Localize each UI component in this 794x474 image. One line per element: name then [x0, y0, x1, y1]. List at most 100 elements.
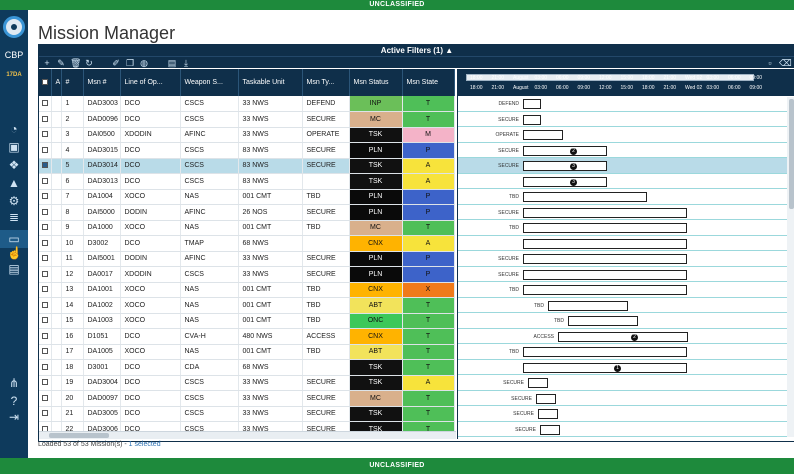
row-checkbox-cell[interactable]: [39, 328, 52, 345]
delete-icon[interactable]: 🗑: [70, 58, 82, 68]
row-checkbox-cell[interactable]: [39, 189, 52, 205]
gantt-row[interactable]: SECURE: [458, 391, 794, 406]
table-row[interactable]: 13 DA1001 XOCO NAS 001 CMT TBD CNX X: [39, 282, 455, 298]
app-logo[interactable]: [3, 16, 25, 38]
copy-icon[interactable]: ❐: [125, 58, 135, 68]
database-icon[interactable]: ≣: [8, 210, 20, 224]
table-row[interactable]: 17 DA1005 XOCO NAS 001 CMT TBD ABT T: [39, 344, 455, 360]
row-checkbox[interactable]: [42, 270, 48, 277]
row-checkbox-cell[interactable]: [39, 313, 52, 329]
row-checkbox-cell[interactable]: [39, 127, 52, 143]
gantt-row[interactable]: 3: [458, 174, 794, 189]
gantt-row[interactable]: TBD: [458, 298, 794, 313]
col-header-msn-type[interactable]: Msn Ty...: [302, 69, 350, 96]
gantt-row[interactable]: SECURE 2: [458, 143, 794, 158]
table-row[interactable]: 20 DAD0097 DCO CSCS 33 NWS SECURE MC T: [39, 390, 455, 407]
gantt-row[interactable]: SECURE: [458, 112, 794, 127]
table-row[interactable]: 1 DAD3003 DCO CSCS 33 NWS DEFEND INP T: [39, 96, 455, 112]
row-checkbox[interactable]: [42, 410, 48, 417]
row-checkbox-cell[interactable]: [39, 220, 52, 236]
col-header-a[interactable]: A: [51, 69, 62, 96]
gantt-bar[interactable]: [523, 207, 687, 218]
active-filters-bar[interactable]: Active Filters (1) ▲: [39, 45, 794, 56]
row-checkbox-cell[interactable]: [39, 359, 52, 376]
gantt-bar[interactable]: [568, 316, 638, 326]
add-icon[interactable]: +: [44, 58, 50, 68]
network-icon[interactable]: ❖: [8, 158, 20, 172]
gantt-row[interactable]: DEFEND: [458, 96, 794, 112]
eraser-icon[interactable]: ⌫: [779, 58, 792, 68]
row-checkbox-cell[interactable]: [39, 375, 52, 391]
row-checkbox-cell[interactable]: [39, 173, 52, 190]
gantt-bar[interactable]: [523, 254, 687, 264]
row-checkbox-cell[interactable]: [39, 421, 52, 431]
gantt-bar[interactable]: [536, 393, 556, 404]
gantt-row[interactable]: TBD: [458, 189, 794, 205]
table-row[interactable]: 6 DAD3013 DCO CSCS 83 NWS TSK A: [39, 173, 455, 190]
edit-box-icon[interactable]: ✐: [112, 58, 120, 68]
scrollbar-thumb[interactable]: [789, 99, 794, 209]
gantt-row[interactable]: SECURE: [458, 422, 794, 437]
table-row[interactable]: 9 DA1000 XOCO NAS 001 CMT TBD MC T: [39, 220, 455, 236]
row-checkbox-cell[interactable]: [39, 235, 52, 252]
row-checkbox[interactable]: [42, 100, 48, 107]
timeline-zoom-slider[interactable]: [466, 74, 754, 81]
scrollbar-thumb[interactable]: [49, 433, 109, 438]
gantt-bar[interactable]: [523, 130, 563, 140]
row-checkbox-cell[interactable]: [39, 344, 52, 360]
gantt-row[interactable]: TBD: [458, 282, 794, 298]
gantt-bar[interactable]: [523, 238, 687, 249]
gantt-bar[interactable]: 1: [523, 362, 687, 373]
table-row[interactable]: 7 DA1004 XOCO NAS 001 CMT TBD PLN P: [39, 189, 455, 205]
horizontal-scrollbar[interactable]: [39, 431, 456, 439]
gantt-bar[interactable]: [528, 378, 548, 388]
pie-chart-icon[interactable]: ◔: [10, 122, 18, 136]
select-all-checkbox[interactable]: [42, 79, 48, 86]
gantt-bar[interactable]: [523, 192, 647, 202]
gantt-row[interactable]: SECURE: [458, 375, 794, 391]
gantt-bar[interactable]: [538, 409, 558, 419]
gantt-bar[interactable]: 3: [523, 176, 607, 187]
gantt-row[interactable]: SECURE 3: [458, 158, 794, 174]
row-checkbox[interactable]: [42, 255, 48, 262]
gantt-bar[interactable]: [523, 269, 687, 280]
row-checkbox-cell[interactable]: [39, 111, 52, 128]
row-checkbox[interactable]: [42, 131, 48, 138]
col-header-msn-state[interactable]: Msn State: [402, 69, 455, 96]
row-checkbox-cell[interactable]: [39, 390, 52, 407]
edit-icon[interactable]: ✎: [57, 58, 65, 68]
gantt-bar[interactable]: [548, 300, 628, 311]
document-icon[interactable]: ▤: [8, 262, 20, 276]
table-row[interactable]: 11 DAI5001 DODIN AFINC 33 NWS SECURE PLN P: [39, 251, 455, 267]
active-filters-label[interactable]: Active Filters (1): [380, 46, 444, 55]
col-header-number[interactable]: #: [61, 69, 84, 96]
table-row[interactable]: 8 DAI5000 DODIN AFINC 26 NOS SECURE PLN P: [39, 204, 455, 221]
gantt-row[interactable]: SECURE: [458, 205, 794, 220]
save-icon[interactable]: ▫: [768, 58, 772, 68]
row-checkbox[interactable]: [42, 363, 48, 370]
table-row[interactable]: 16 D1051 DCO CVA-H 480 NWS ACCESS CNX T: [39, 328, 455, 345]
gantt-row[interactable]: OPERATE: [458, 127, 794, 143]
table-row[interactable]: 21 DAD3005 DCO CSCS 33 NWS SECURE TSK T: [39, 406, 455, 422]
gantt-bar[interactable]: [523, 285, 687, 295]
row-checkbox[interactable]: [42, 425, 48, 431]
row-checkbox-cell[interactable]: [39, 142, 52, 159]
logout-icon[interactable]: ⇥: [8, 410, 20, 424]
org-chart-icon[interactable]: ⋔: [8, 376, 20, 390]
table-row[interactable]: 12 DA0017 XDODIN CSCS 33 NWS SECURE PLN P: [39, 266, 455, 283]
row-checkbox[interactable]: [42, 332, 48, 339]
gantt-row[interactable]: SECURE: [458, 267, 794, 282]
row-checkbox-cell[interactable]: [39, 96, 52, 112]
download-icon[interactable]: ⤓: [184, 58, 188, 68]
row-checkbox[interactable]: [42, 317, 48, 324]
gantt-row[interactable]: TBD: [458, 344, 794, 360]
table-row[interactable]: 18 D3001 DCO CDA 68 NWS TSK T: [39, 359, 455, 376]
selected-count-link[interactable]: 1 selected: [128, 441, 161, 448]
table-row[interactable]: 22 DAD3006 DCO CSCS 33 NWS SECURE TSK T: [39, 421, 455, 431]
gantt-bar[interactable]: [523, 99, 541, 109]
row-checkbox[interactable]: [42, 286, 48, 293]
export-icon[interactable]: ▤: [167, 58, 177, 68]
help-icon[interactable]: ?: [10, 394, 18, 408]
gantt-row[interactable]: SECURE: [458, 406, 794, 422]
row-checkbox[interactable]: [42, 193, 48, 200]
